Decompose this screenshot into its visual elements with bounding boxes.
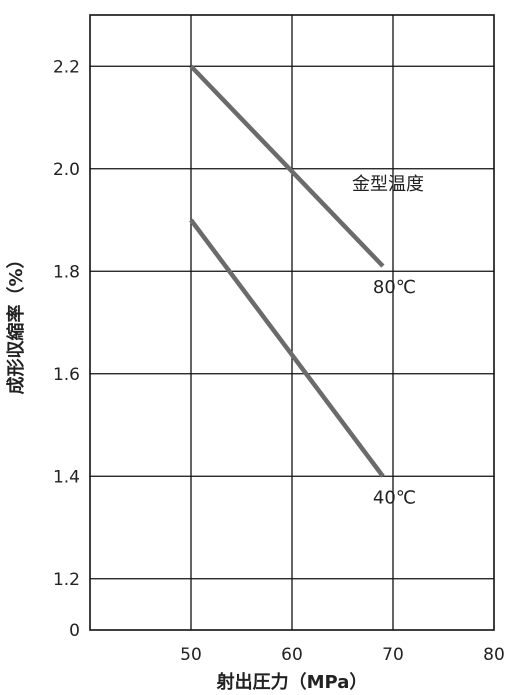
y-axis-title: 成形収縮率（%） <box>5 250 27 394</box>
annotation-mold-temperature: 金型温度 <box>352 174 424 195</box>
y-tick-label: 1.6 <box>53 365 80 385</box>
series-label-1: 40℃ <box>373 487 416 508</box>
plot-frame <box>89 14 495 631</box>
x-tick-label: 60 <box>281 645 303 665</box>
y-tick-label: 2.2 <box>53 57 80 77</box>
y-tick-label: 2.0 <box>53 160 80 180</box>
y-tick-label: 1.8 <box>53 262 80 282</box>
grid <box>90 15 494 630</box>
x-tick-label: 70 <box>382 645 404 665</box>
x-tick-label: 80 <box>483 645 505 665</box>
y-tick-label: 1.2 <box>53 570 80 590</box>
series-line-0 <box>189 64 385 268</box>
y-tick-label: 0 <box>69 621 80 641</box>
y-tick-label: 1.4 <box>53 467 80 487</box>
tick-labels: 50 60 70 80 0 1.2 1.4 1.6 1.8 2.0 2.2 <box>53 57 505 665</box>
x-axis-title: 射出圧力（MPa） <box>216 671 368 693</box>
x-tick-label: 50 <box>180 645 202 665</box>
series-line-1 <box>189 218 385 478</box>
series-label-0: 80℃ <box>373 277 416 298</box>
series-layer: 80℃ 40℃ <box>189 64 416 508</box>
